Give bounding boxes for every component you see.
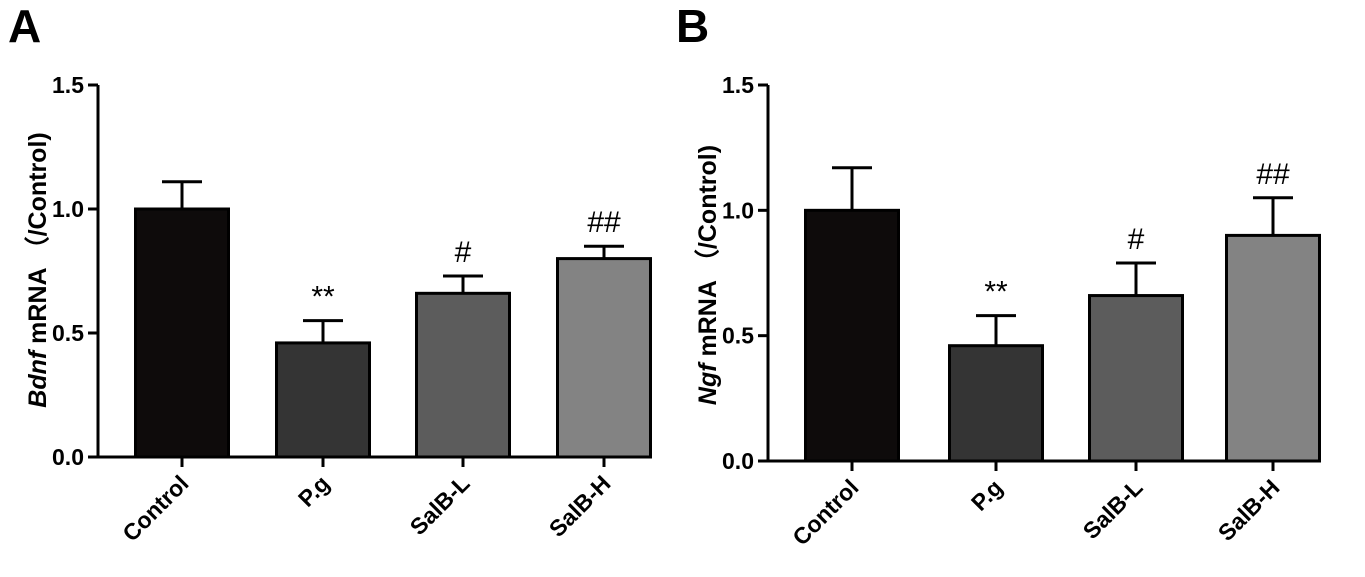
category-label: Control xyxy=(787,474,863,550)
bar-salb-l xyxy=(1088,294,1184,463)
panel-letter: B xyxy=(676,0,709,52)
significance-label: ## xyxy=(1256,158,1290,191)
bar-control xyxy=(804,208,900,463)
bar-control xyxy=(134,207,230,459)
category-label: SalB-H xyxy=(1213,474,1285,546)
category-label: P.g xyxy=(966,474,1008,516)
bar-p-g xyxy=(275,341,371,459)
bar-p-g xyxy=(948,344,1044,463)
panel-b: B 0.0 0.5 1.0 1.5 Ngf mRNA （/Control) Control *… xyxy=(676,0,1321,550)
y-axis-title-gene: Ngf xyxy=(694,361,722,405)
panel-a: A 0.0 0.5 1.0 1.5 Bdnf mRNA （/Control) Control… xyxy=(8,0,652,546)
significance-label: # xyxy=(1128,223,1145,256)
category-label: Control xyxy=(117,470,193,546)
y-tick-label: 0.0 xyxy=(722,448,754,474)
y-axis-title-rest: mRNA （/Control) xyxy=(693,145,722,364)
bar-salb-h xyxy=(556,257,652,459)
category-label: SalB-L xyxy=(405,470,475,540)
significance-label: ## xyxy=(587,206,621,239)
y-axis-title-gene: Bdnf xyxy=(24,348,52,408)
y-tick-label: 1.0 xyxy=(52,196,84,222)
y-tick-label: 0.0 xyxy=(52,444,84,470)
y-axis-title-rest: mRNA （/Control) xyxy=(23,132,52,351)
significance-label: # xyxy=(455,236,472,269)
y-axis-title: Bdnf mRNA （/Control) xyxy=(23,132,52,407)
y-tick-label: 1.0 xyxy=(722,197,754,223)
category-label: SalB-H xyxy=(544,470,616,542)
y-tick-label: 0.5 xyxy=(52,320,84,346)
significance-label: ** xyxy=(984,276,1008,309)
category-label: SalB-L xyxy=(1078,474,1148,544)
significance-label: ** xyxy=(311,281,335,314)
y-tick-label: 1.5 xyxy=(722,72,754,98)
y-tick-label: 0.5 xyxy=(722,323,754,349)
panel-letter: A xyxy=(8,0,41,52)
category-label: P.g xyxy=(293,470,335,512)
bar-salb-l xyxy=(415,291,511,459)
y-tick-label: 1.5 xyxy=(52,72,84,98)
bar-salb-h xyxy=(1225,233,1321,463)
y-axis-title: Ngf mRNA （/Control) xyxy=(693,145,722,405)
